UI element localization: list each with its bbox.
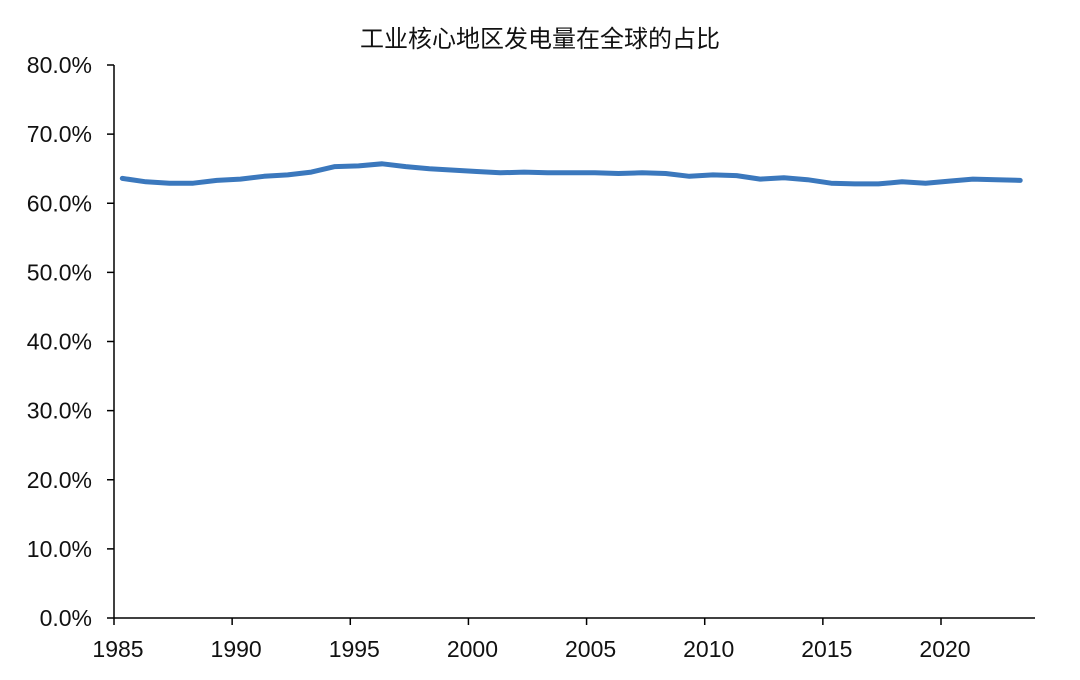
x-tick-label: 2015 [801, 636, 852, 662]
plot-area [119, 161, 1023, 187]
x-tick-label: 1995 [329, 636, 380, 662]
chart-title: 工业核心地区发电量在全球的占比 [360, 25, 720, 53]
y-tick-label: 80.0% [27, 52, 92, 78]
y-axis: 0.0% 10.0% 20.0% 30.0% 40.0% 50.0% 60.0% 70.0% 8… [27, 52, 115, 631]
x-tick-label: 2020 [919, 636, 970, 662]
x-tick-label: 1990 [211, 636, 262, 662]
series-line-0 [119, 161, 1023, 187]
x-tick-label: 1985 [92, 636, 143, 662]
x-tick-label: 2000 [447, 636, 498, 662]
y-tick-label: 20.0% [27, 467, 92, 493]
y-tick-label: 60.0% [27, 190, 92, 216]
x-tick-label: 2010 [683, 636, 734, 662]
y-tick-label: 70.0% [27, 121, 92, 147]
x-tick-label: 2005 [565, 636, 616, 662]
y-tick-label: 30.0% [27, 398, 92, 424]
y-tick-label: 50.0% [27, 259, 92, 285]
y-tick-label: 0.0% [40, 605, 92, 631]
y-tick-label: 40.0% [27, 329, 92, 355]
y-tick-label: 10.0% [27, 536, 92, 562]
x-axis: 1985 1990 1995 2000 2005 2010 2015 2020 [92, 617, 1035, 662]
